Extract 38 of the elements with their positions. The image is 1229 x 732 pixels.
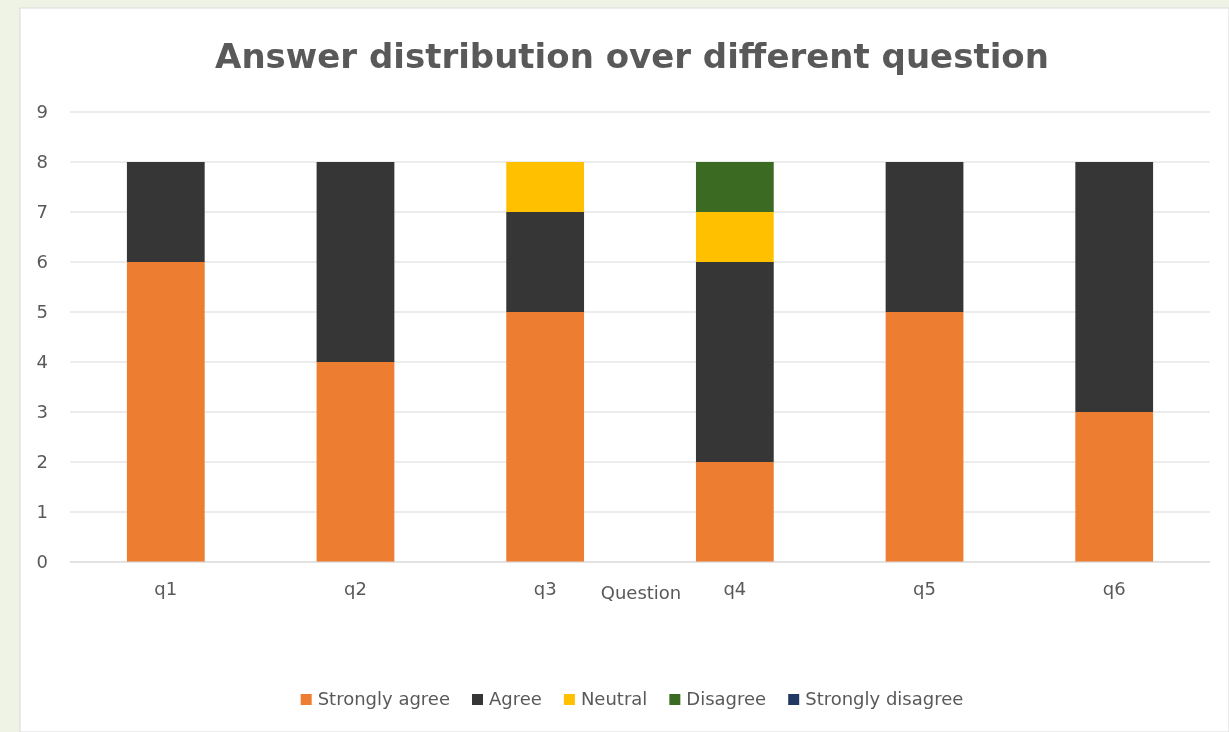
bar [506, 212, 585, 312]
chart-title: Answer distribution over different question [215, 36, 1049, 76]
bar [885, 162, 964, 312]
bar [695, 212, 774, 262]
y-tick-label: 4 [36, 351, 48, 373]
x-tick-label: q5 [913, 577, 936, 599]
y-tick-label: 1 [36, 501, 48, 523]
bar [695, 262, 774, 462]
y-tick-label: 7 [36, 201, 48, 223]
y-tick-label: 0 [36, 551, 48, 573]
legend-label: Agree [489, 688, 542, 709]
bar [1075, 412, 1154, 562]
bar [506, 312, 585, 562]
bar [316, 162, 395, 362]
legend-label: Strongly disagree [805, 688, 964, 709]
bar [316, 362, 395, 562]
bar [695, 162, 774, 212]
bar [126, 162, 205, 262]
y-tick-label: 6 [36, 251, 48, 273]
x-tick-label: q3 [533, 577, 557, 599]
y-tick-label: 5 [36, 301, 48, 323]
x-tick-label: q2 [344, 577, 367, 599]
legend-label: Disagree [686, 688, 767, 709]
bar [1075, 162, 1154, 412]
bar [506, 162, 585, 212]
x-axis-title: Question [600, 582, 682, 603]
x-tick-label: q4 [723, 577, 747, 599]
y-tick-label: 8 [36, 151, 48, 173]
bar [126, 262, 205, 562]
legend-label: Strongly agree [317, 688, 450, 709]
bar [885, 312, 964, 562]
x-tick-label: q6 [1102, 577, 1126, 599]
legend-label: Neutral [580, 688, 648, 709]
y-tick-label: 2 [36, 451, 48, 473]
x-tick-label: q1 [154, 577, 178, 599]
y-tick-label: 3 [36, 401, 48, 423]
bar [695, 462, 774, 562]
y-tick-label: 9 [36, 101, 48, 123]
